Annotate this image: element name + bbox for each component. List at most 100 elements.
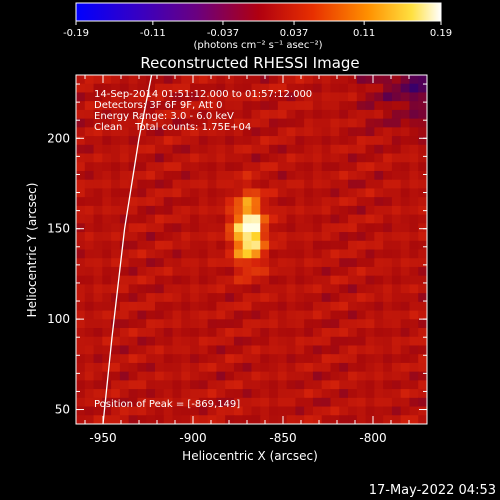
- heatmap-cell: [277, 232, 288, 242]
- heatmap-cell: [76, 266, 86, 277]
- heatmap-cell: [400, 144, 411, 155]
- heatmap-cell: [216, 415, 226, 424]
- heatmap-cell: [269, 371, 279, 381]
- heatmap-cell: [330, 101, 340, 111]
- heatmap-cell: [365, 371, 375, 381]
- heatmap-cell: [154, 118, 165, 128]
- heatmap-cell: [312, 415, 323, 424]
- heatmap-cell: [172, 170, 182, 181]
- peak-position-label: Position of Peak = [-869,149]: [94, 399, 240, 410]
- heatmap-cell: [400, 162, 411, 172]
- heatmap-cell: [84, 205, 95, 216]
- heatmap-cell: [216, 380, 226, 390]
- heatmap-cell: [348, 249, 358, 259]
- heatmap-cell: [76, 101, 86, 111]
- heatmap-cell: [146, 301, 156, 312]
- heatmap-cell: [84, 144, 95, 155]
- heatmap-cell: [216, 214, 226, 224]
- solar-limb-arc: [102, 75, 153, 424]
- heatmap-cell: [119, 136, 130, 146]
- heatmap-cell: [286, 232, 296, 242]
- heatmap-cell: [418, 109, 427, 120]
- heatmap-cell: [137, 144, 147, 155]
- heatmap-cell: [172, 380, 182, 390]
- heatmap-cell: [84, 232, 95, 242]
- heatmap-cell: [400, 92, 411, 102]
- heatmap-cell: [286, 101, 296, 111]
- heatmap-cell: [260, 275, 270, 285]
- heatmap-cell: [339, 371, 349, 381]
- heatmap-cell: [348, 136, 358, 146]
- heatmap-cell: [137, 397, 147, 408]
- heatmap-cell: [400, 406, 411, 416]
- heatmap-cell: [146, 83, 156, 94]
- heatmap-cell: [269, 310, 279, 320]
- heatmap-cell: [304, 371, 314, 381]
- heatmap-cell: [242, 179, 253, 190]
- heatmap-cell: [409, 345, 419, 355]
- heatmap-cell: [277, 336, 288, 347]
- heatmap-cell: [76, 362, 86, 373]
- heatmap-cell: [146, 266, 156, 277]
- heatmap-cell: [356, 354, 367, 364]
- heatmap-cell: [321, 406, 332, 416]
- heatmap-cell: [286, 240, 296, 251]
- heatmap-cell: [111, 362, 121, 373]
- heatmap-cell: [181, 232, 191, 242]
- heatmap-cell: [374, 75, 384, 85]
- heatmap-cell: [76, 232, 86, 242]
- heatmap-cell: [260, 109, 270, 120]
- heatmap-cell: [154, 205, 165, 216]
- heatmap-cell: [137, 249, 147, 259]
- heatmap-cell: [286, 162, 296, 172]
- heatmap-cell: [356, 162, 367, 172]
- heatmap-cell: [233, 109, 244, 120]
- heatmap-cell: [365, 109, 375, 120]
- heatmap-cell: [330, 223, 340, 233]
- heatmap-cell: [400, 205, 411, 216]
- heatmap-cell: [181, 310, 191, 320]
- heatmap-cell: [295, 258, 305, 268]
- heatmap-cell: [190, 83, 200, 94]
- heatmap-cell: [339, 205, 349, 216]
- heatmap-cell: [154, 293, 165, 303]
- heatmap-cell: [260, 153, 270, 163]
- heatmap-cell: [137, 162, 147, 172]
- heatmap-cell: [374, 232, 384, 242]
- heatmap-cell: [242, 136, 253, 146]
- heatmap-cell: [400, 197, 411, 207]
- heatmap-cell: [312, 345, 323, 355]
- heatmap-cell: [146, 232, 156, 242]
- heatmap-cell: [400, 249, 411, 259]
- heatmap-cell: [198, 197, 209, 207]
- heatmap-cell: [304, 101, 314, 111]
- heatmap-cell: [172, 83, 182, 94]
- heatmap-cell: [111, 205, 121, 216]
- heatmap-cell: [356, 127, 367, 137]
- heatmap-cell: [102, 397, 112, 408]
- heatmap-cell: [312, 136, 323, 146]
- heatmap-cell: [172, 397, 182, 408]
- heatmap-cell: [383, 75, 393, 85]
- heatmap-cell: [339, 336, 349, 347]
- heatmap-cell: [181, 266, 191, 277]
- heatmap-cell: [277, 118, 288, 128]
- heatmap-cell: [225, 258, 235, 268]
- heatmap-cell: [339, 380, 349, 390]
- heatmap-cell: [304, 389, 314, 399]
- heatmap-cell: [418, 354, 427, 364]
- heatmap-cell: [304, 127, 314, 137]
- heatmap-cell: [242, 258, 253, 268]
- heatmap-cell: [374, 179, 384, 190]
- heatmap-cell: [383, 136, 393, 146]
- heatmap-cell: [76, 310, 86, 320]
- heatmap-cell: [348, 101, 358, 111]
- heatmap-cell: [383, 188, 393, 198]
- heatmap-cell: [84, 83, 95, 94]
- heatmap-cell: [295, 118, 305, 128]
- heatmap-cell: [137, 293, 147, 303]
- heatmap-cell: [163, 223, 174, 233]
- heatmap-cell: [102, 371, 112, 381]
- heatmap-cell: [76, 109, 86, 120]
- heatmap-cell: [312, 319, 323, 329]
